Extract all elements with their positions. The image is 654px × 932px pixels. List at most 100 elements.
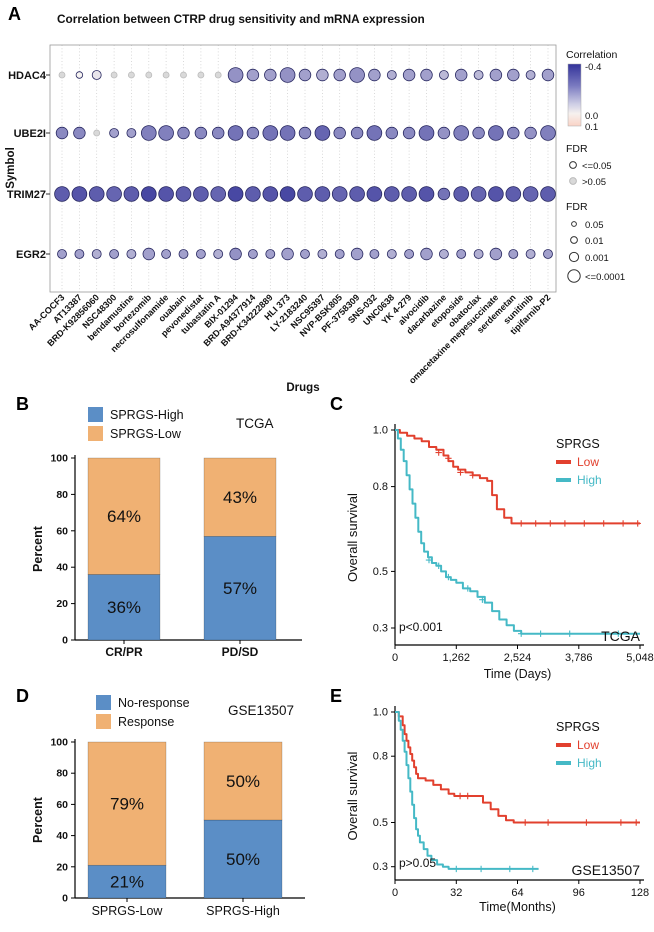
panel-e-label: E [330,686,343,706]
censor-mark [435,562,442,569]
dot [298,126,312,140]
fdr-sig-label: <=0.05 [582,161,612,172]
dot [55,126,69,140]
dot [508,249,519,259]
gene-label: EGR2 [16,249,46,261]
panel-e-pvalue: p>0.05 [399,856,437,870]
dot [142,247,156,261]
dot [279,125,296,141]
dot [525,70,536,80]
y-tick-label: 0.5 [373,817,388,829]
dot [437,126,451,140]
dot [453,125,470,141]
dot [298,68,312,82]
y-tick-label: 1.0 [373,425,388,437]
plot-border [49,44,557,293]
dot [524,126,537,140]
dot [262,186,279,202]
dot [402,126,416,140]
y-tick-label: 20 [56,598,68,610]
dot [350,247,364,261]
dot [93,129,101,137]
fdr-size-label: 0.05 [585,220,604,231]
dot [473,249,484,259]
bar-segment [203,457,277,537]
y-tick-label: 100 [50,453,68,465]
x-tick-label: 64 [511,887,523,899]
y-axis-title: Symbol [5,147,17,189]
dot [505,186,522,202]
dot [158,186,174,202]
dot [145,71,153,79]
dot [214,71,222,79]
low-label: Low [577,738,600,752]
dot [349,67,365,83]
gene-label: UBE2I [14,128,46,140]
bar-segment [203,536,277,641]
gene-label: HDAC4 [8,70,47,82]
dot [279,186,296,202]
legend-item-no-response: No-response [96,695,190,710]
dot [333,68,346,82]
censor-mark [445,573,452,581]
dot [418,186,435,202]
dot [314,125,331,141]
bar-value-label: 50% [226,850,260,869]
fdr-sig-dot [569,177,577,185]
censor-mark [561,520,569,527]
dot [349,186,365,202]
panel-b-legend: SPRGS-High SPRGS-Low [88,407,184,441]
legend-item-low: Low [556,738,602,752]
y-tick-label: 80 [56,489,68,501]
panel-b-label: B [16,394,29,414]
legend-item-sprgs-high: SPRGS-High [88,407,184,422]
dot [246,126,260,140]
dot [246,68,260,82]
dot [420,247,433,261]
y-tick-label: 0.8 [373,751,388,763]
response-swatch [96,714,111,729]
dot [109,249,119,259]
dot [245,186,261,202]
bar-value-label: 64% [107,507,141,526]
dot [418,125,435,141]
legend-item-low: Low [556,455,602,469]
dot [264,68,277,82]
fdr-size-dot [571,221,577,227]
km-curve [395,711,539,870]
dot [91,70,102,80]
high-label: High [577,756,602,770]
correlation-gradient-bar [567,63,582,127]
bar-segment [87,457,161,575]
dot [227,125,244,141]
legend-item-high: High [556,756,602,770]
censor-mark [518,520,525,527]
y-tick-label: 60 [56,525,68,537]
gradient-tick-label: -0.4 [585,62,601,73]
dot [420,68,433,82]
censor-mark [547,520,554,527]
censor-mark [464,792,471,800]
censor-mark [544,819,552,826]
censor-mark [479,596,486,603]
censor-mark [566,630,573,637]
dot [178,249,189,259]
x-tick-label: 5,048 [626,652,654,664]
bar-value-label: 21% [110,873,144,892]
dot [470,186,487,202]
x-tick-label: 3,786 [565,652,593,664]
dot [193,186,209,202]
dot [75,71,84,79]
legend-item-sprgs-low: SPRGS-Low [88,426,184,441]
dot [195,249,206,259]
dot [197,71,205,79]
y-tick-label: 80 [56,768,68,780]
bar-segment [87,741,167,866]
x-category-label: PD/SD [222,645,259,659]
panel-d-legend: No-response Response [96,695,190,729]
dot [333,126,346,140]
censor-mark [464,585,471,592]
dot [543,249,553,259]
dot [123,186,140,202]
